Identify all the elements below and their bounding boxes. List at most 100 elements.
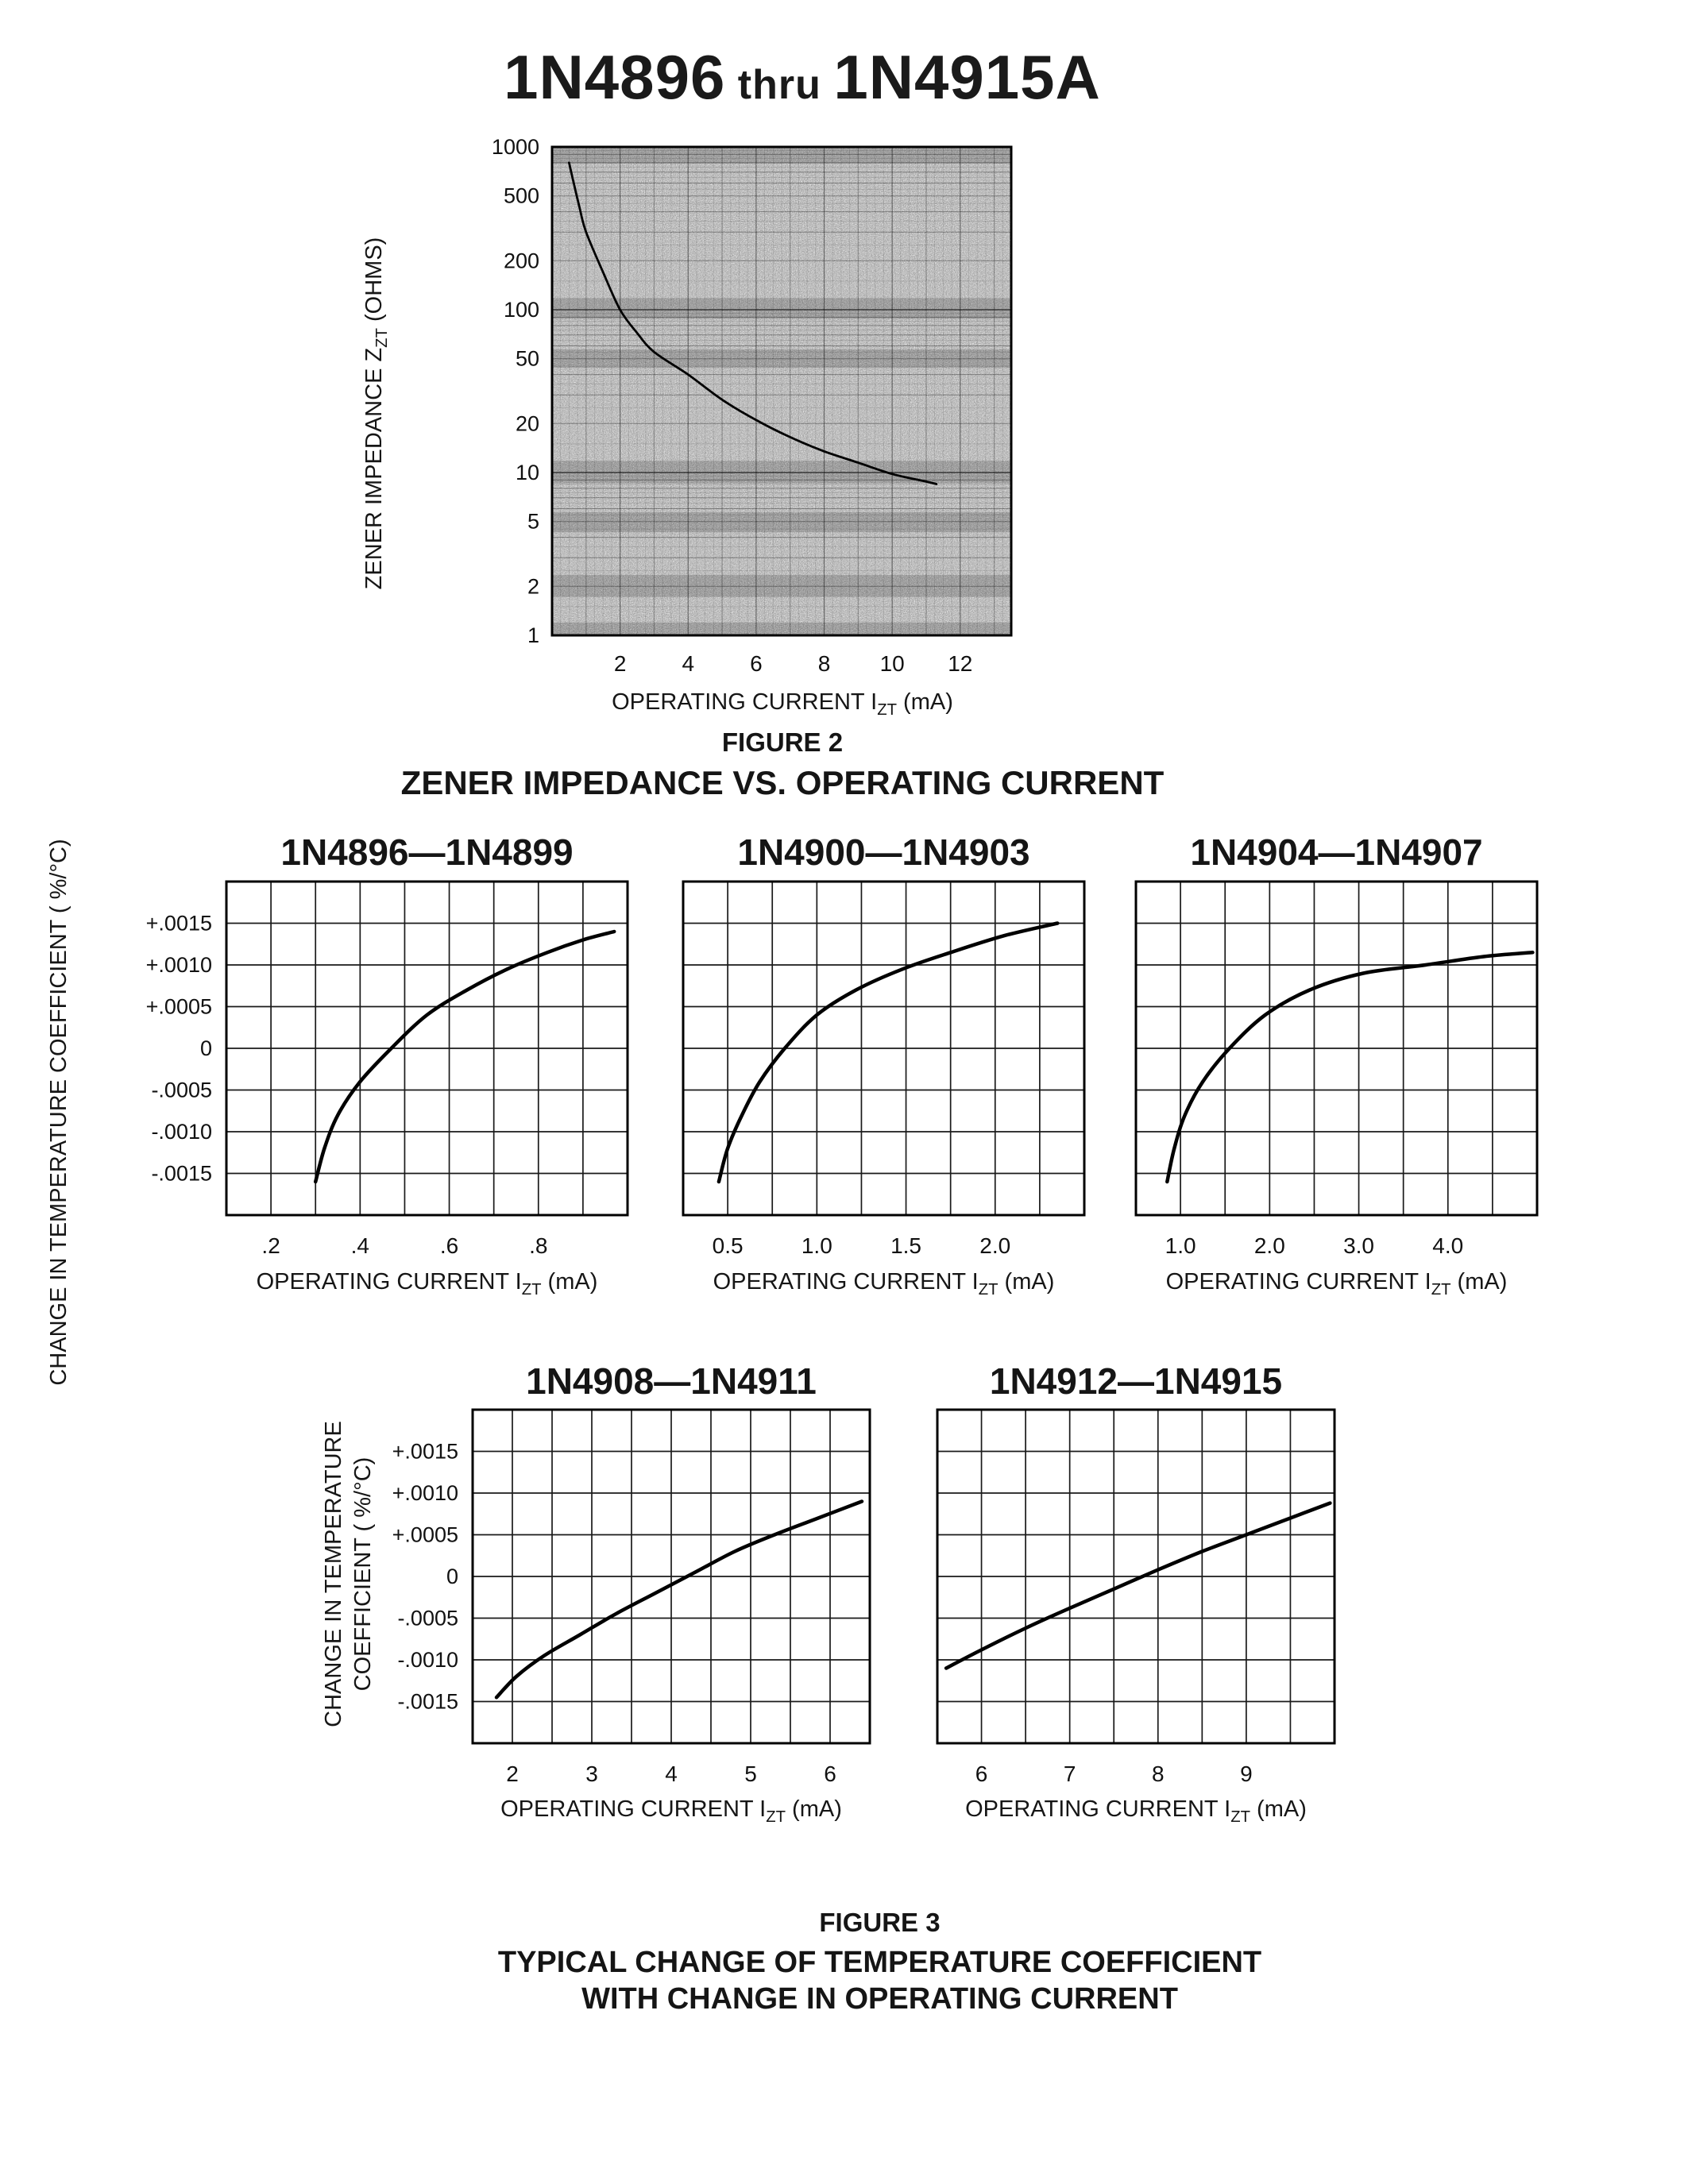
page-title-thru: thru <box>737 62 821 108</box>
figure3-heading-line2: WITH CHANGE IN OPERATING CURRENT <box>581 1982 1178 2016</box>
y-tick-label: 1 <box>527 623 539 647</box>
x-tick-label: 8 <box>1152 1761 1165 1786</box>
figure3-heading: TYPICAL CHANGE OF TEMPERATURE COEFFICIEN… <box>36 1944 1688 2017</box>
plot-border <box>682 880 1086 1217</box>
fig3-top-y-axis-title-text: CHANGE IN TEMPERATURE COEFFICIENT ( %/°C… <box>46 839 71 1386</box>
fig3-chart1-title: 1N4896—1N4899 <box>280 832 574 873</box>
x-tick-label: 6 <box>975 1761 988 1786</box>
fig3-chart1-x-axis-unit: (mA) <box>541 1269 598 1295</box>
x-tick-label: 2 <box>506 1761 519 1786</box>
fig3-chart5-title: 1N4912—1N4915 <box>989 1360 1283 1402</box>
fig3-chart3-x-axis-text: OPERATING CURRENT I <box>1165 1269 1431 1295</box>
fig2-y-axis-unit: (OHMS) <box>361 237 387 329</box>
y-tick-label: -.0015 <box>397 1690 458 1714</box>
fig3-chart5-x-axis-text: OPERATING CURRENT I <box>965 1796 1231 1822</box>
fig3-chart2-x-axis-text: OPERATING CURRENT I <box>713 1269 979 1295</box>
fig3-chart3-x-axis-subscript: ZT <box>1431 1280 1451 1298</box>
fig3-chart3-title: 1N4904—1N4907 <box>1190 832 1483 873</box>
fig3-chart1-temp-coefficient: +.0015 +.0010 +.0005 0 -.0005 -.0010 -.0015 .2.… <box>146 880 629 1258</box>
fig3-top-y-axis-title: CHANGE IN TEMPERATURE COEFFICIENT ( %/°C… <box>46 836 72 1388</box>
x-tick-label: 2 <box>614 651 627 676</box>
y-tick-label: 2 <box>527 574 539 598</box>
fig3-chart2-x-axis-title: OPERATING CURRENT IZT (mA) <box>643 1269 1124 1299</box>
x-tick-label: 4 <box>682 651 694 676</box>
x-tick-label: 4.0 <box>1432 1233 1463 1258</box>
fig3-chart4-title: 1N4908—1N4911 <box>526 1360 817 1402</box>
x-tick-label: 1.0 <box>802 1233 832 1258</box>
grid <box>1135 881 1538 1216</box>
y-tick-label: 50 <box>516 347 539 371</box>
plot-border <box>550 145 1013 637</box>
y-tick-label: -.0010 <box>397 1648 458 1672</box>
x-tick-label: 6 <box>824 1761 836 1786</box>
x-tick-label: .2 <box>261 1233 280 1258</box>
fig3-chart2-x-axis-subscript: ZT <box>978 1280 999 1298</box>
fig3-chart3-temp-coefficient: 1.0 2.0 3.0 4.0 <box>1134 880 1539 1258</box>
y-tick-label: -.0005 <box>397 1607 458 1630</box>
x-tick-label: 0.5 <box>713 1233 744 1258</box>
y-tick-label: 100 <box>504 298 539 322</box>
curve <box>1165 951 1535 1184</box>
page-title-part1: 1N4896 <box>504 42 726 112</box>
fig3-chart2-temp-coefficient: 0.5 1.0 1.5 2.0 <box>682 880 1086 1258</box>
x-tick-label: .4 <box>351 1233 369 1258</box>
y-tick-label: +.0010 <box>146 953 212 977</box>
x-tick-label: 5 <box>744 1761 757 1786</box>
x-tick-label: 2.0 <box>979 1233 1010 1258</box>
x-tick-label: 7 <box>1064 1761 1076 1786</box>
x-tick-label: 1.0 <box>1165 1233 1196 1258</box>
y-tick-label: -.0010 <box>151 1120 212 1144</box>
y-tick-label: +.0005 <box>146 995 212 1019</box>
curve <box>568 161 938 485</box>
y-tick-label: 5 <box>527 510 539 534</box>
fig2-x-axis-subscript: ZT <box>877 700 897 719</box>
x-tick-label: 8 <box>818 651 831 676</box>
x-tick-label: .6 <box>440 1233 458 1258</box>
grid <box>937 1409 1335 1744</box>
fig2-y-axis-subscript: ZT <box>373 328 391 348</box>
fig3-chart5-temp-coefficient: 6 7 8 9 <box>936 1408 1336 1786</box>
figure2-heading: ZENER IMPEDANCE VS. OPERATING CURRENT <box>400 764 1165 801</box>
fig3-chart2-x-axis-unit: (mA) <box>998 1269 1055 1295</box>
fig3-bottom-y-axis-line1: CHANGE IN TEMPERATURE <box>321 1421 346 1727</box>
y-tick-label: -.0005 <box>151 1078 212 1102</box>
fig3-chart2-title: 1N4900—1N4903 <box>737 832 1030 873</box>
y-tick-label: +.0015 <box>392 1440 458 1464</box>
fig3-chart4-x-axis-unit: (mA) <box>785 1796 842 1822</box>
y-tick-label: +.0010 <box>392 1481 458 1505</box>
grain-noise <box>552 147 1011 635</box>
grid <box>472 1409 871 1744</box>
fig3-chart1-x-axis-text: OPERATING CURRENT I <box>256 1269 522 1295</box>
fig3-chart4-x-axis-subscript: ZT <box>766 1808 786 1826</box>
fig3-chart4-x-axis-text: OPERATING CURRENT I <box>500 1796 767 1822</box>
plot-border <box>1134 880 1539 1217</box>
plot-border <box>936 1408 1336 1745</box>
page-title-part2: 1N4915A <box>833 42 1101 112</box>
figure3-heading-line1: TYPICAL CHANGE OF TEMPERATURE COEFFICIEN… <box>497 1946 1262 1979</box>
y-tick-label: 20 <box>516 411 539 435</box>
x-tick-label: 10 <box>880 651 905 676</box>
fig2-y-axis-title: ZENER IMPEDANCE ZZT (OHMS) <box>361 225 392 602</box>
fig3-chart3-x-axis-title: OPERATING CURRENT IZT (mA) <box>1096 1269 1577 1299</box>
fig3-chart4-x-axis-title: OPERATING CURRENT IZT (mA) <box>433 1796 910 1827</box>
y-tick-label: 0 <box>446 1565 458 1588</box>
figure3-caption: FIGURE 3 <box>819 1908 941 1937</box>
fig3-chart5-x-axis-subscript: ZT <box>1230 1808 1250 1826</box>
curve <box>313 929 616 1184</box>
fig2-x-axis-title-text: OPERATING CURRENT I <box>612 689 878 715</box>
x-tick-label: 3.0 <box>1343 1233 1374 1258</box>
x-tick-label: .8 <box>529 1233 547 1258</box>
x-tick-label: 2.0 <box>1254 1233 1285 1258</box>
grid <box>226 881 628 1216</box>
x-tick-label: 4 <box>665 1761 678 1786</box>
x-tick-label: 3 <box>585 1761 598 1786</box>
curve <box>494 1499 864 1700</box>
fig3-chart5-x-axis-title: OPERATING CURRENT IZT (mA) <box>898 1796 1374 1827</box>
y-tick-label: 500 <box>504 184 539 208</box>
x-tick-label: 12 <box>948 651 972 676</box>
fig3-chart4-temp-coefficient: +.0015 +.0010 +.0005 0 -.0005 -.0010 -.0015 2 3 4… <box>392 1408 871 1786</box>
fig2-x-axis-title: OPERATING CURRENT IZT (mA) <box>477 689 1088 720</box>
y-tick-label: 200 <box>504 249 539 272</box>
